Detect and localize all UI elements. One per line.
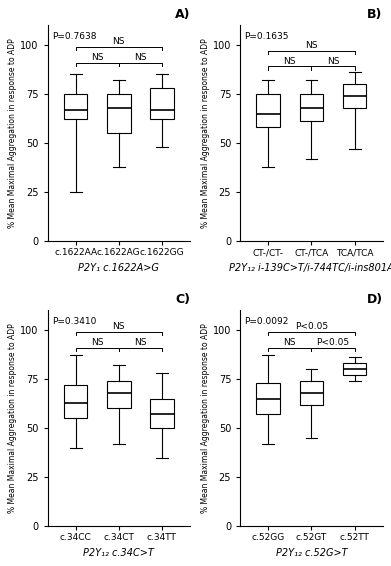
Text: P=0.7638: P=0.7638 [52, 32, 96, 41]
X-axis label: P2Y₁₂ c.52G>T: P2Y₁₂ c.52G>T [276, 548, 347, 558]
Y-axis label: % Mean Maximal Aggregation in response to ADP: % Mean Maximal Aggregation in response t… [8, 38, 17, 228]
Text: NS: NS [283, 338, 296, 347]
Text: B): B) [367, 8, 383, 21]
Text: A): A) [174, 8, 190, 21]
Y-axis label: % Mean Maximal Aggregation in response to ADP: % Mean Maximal Aggregation in response t… [201, 38, 210, 228]
Text: NS: NS [134, 338, 147, 347]
PathPatch shape [300, 94, 323, 122]
Text: NS: NS [91, 338, 103, 347]
Text: NS: NS [283, 57, 296, 66]
PathPatch shape [343, 84, 366, 108]
PathPatch shape [64, 385, 88, 418]
PathPatch shape [107, 94, 131, 133]
Text: NS: NS [113, 37, 125, 46]
X-axis label: P2Y₁₂ i-139C>T/i-744TC/i-ins801A: P2Y₁₂ i-139C>T/i-744TC/i-ins801A [229, 263, 391, 273]
Text: NS: NS [327, 57, 339, 66]
PathPatch shape [64, 94, 88, 119]
Text: NS: NS [134, 53, 147, 62]
PathPatch shape [256, 94, 280, 127]
Y-axis label: % Mean Maximal Aggregation in response to ADP: % Mean Maximal Aggregation in response t… [8, 323, 17, 513]
PathPatch shape [300, 381, 323, 405]
PathPatch shape [107, 381, 131, 409]
Text: C): C) [175, 293, 190, 306]
Text: NS: NS [113, 323, 125, 331]
PathPatch shape [343, 363, 366, 375]
Text: P=0.3410: P=0.3410 [52, 317, 96, 326]
X-axis label: P2Y₁ c.1622A>G: P2Y₁ c.1622A>G [78, 263, 159, 273]
Text: D): D) [366, 293, 383, 306]
Text: P=0.1635: P=0.1635 [244, 32, 289, 41]
Text: P=0.0092: P=0.0092 [244, 317, 289, 326]
PathPatch shape [256, 383, 280, 414]
X-axis label: P2Y₁₂ c.34C>T: P2Y₁₂ c.34C>T [83, 548, 154, 558]
Text: NS: NS [91, 53, 103, 62]
Text: P<0.05: P<0.05 [295, 323, 328, 331]
Text: P<0.05: P<0.05 [316, 338, 350, 347]
Text: NS: NS [305, 41, 318, 50]
PathPatch shape [150, 398, 174, 428]
Y-axis label: % Mean Maximal Aggregation in response to ADP: % Mean Maximal Aggregation in response t… [201, 323, 210, 513]
PathPatch shape [150, 88, 174, 119]
